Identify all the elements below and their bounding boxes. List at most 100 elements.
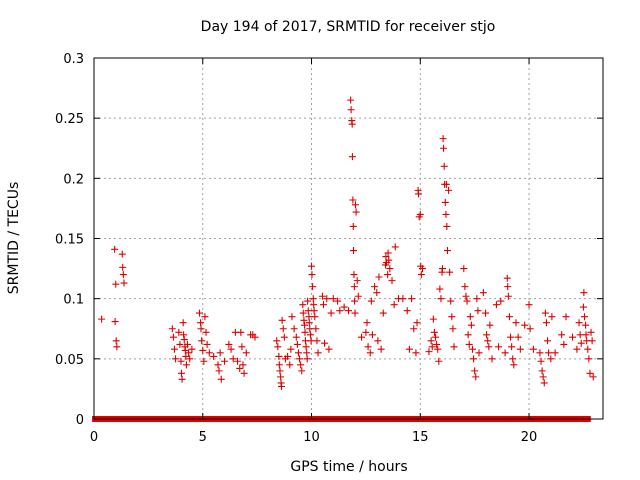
data-point: [479, 289, 487, 297]
data-point: [579, 303, 587, 311]
data-point: [292, 333, 300, 341]
data-point: [354, 292, 362, 300]
data-point: [111, 318, 119, 326]
x-axis-label: GPS time / hours: [290, 459, 407, 475]
data-point: [363, 319, 371, 327]
data-point: [296, 355, 304, 363]
data-point: [492, 301, 500, 309]
data-point: [562, 313, 570, 321]
y-tick-label: 0: [76, 413, 84, 428]
data-point: [429, 315, 437, 323]
data-point: [541, 309, 549, 317]
data-point: [505, 313, 513, 321]
data-point: [464, 331, 472, 339]
data-point: [180, 331, 188, 339]
data-point: [410, 325, 418, 333]
data-point: [310, 307, 318, 315]
data-point: [497, 297, 505, 305]
data-point: [551, 349, 559, 357]
data-point: [418, 265, 426, 273]
data-point: [581, 313, 589, 321]
data-point: [197, 325, 205, 333]
data-point: [287, 345, 295, 353]
data-point: [298, 367, 306, 375]
data-point: [465, 340, 473, 348]
data-point: [375, 273, 383, 281]
data-point: [510, 361, 518, 369]
data-point: [516, 345, 524, 353]
data-point: [472, 373, 480, 381]
data-point: [98, 315, 106, 323]
data-point: [216, 349, 224, 357]
data-point: [379, 309, 387, 317]
data-point: [201, 313, 209, 321]
data-point: [119, 263, 127, 271]
data-point: [446, 268, 454, 276]
data-point: [279, 325, 287, 333]
data-point: [293, 340, 301, 348]
x-tick-label: 15: [412, 430, 429, 445]
y-tick-label: 0.05: [55, 353, 84, 368]
data-point: [366, 349, 374, 357]
data-point: [310, 301, 318, 309]
data-point: [350, 271, 358, 279]
data-point: [461, 283, 469, 291]
data-point: [300, 316, 308, 324]
data-point: [432, 333, 440, 341]
data-point: [521, 321, 529, 329]
data-point: [323, 295, 331, 303]
data-point: [234, 357, 242, 365]
data-point: [217, 375, 225, 383]
data-point: [586, 369, 594, 377]
data-point: [325, 345, 333, 353]
data-point: [304, 297, 312, 305]
data-point: [200, 357, 208, 365]
data-point: [198, 337, 206, 345]
data-point: [462, 292, 470, 300]
data-point: [238, 343, 246, 351]
data-point: [440, 144, 448, 152]
data-point: [539, 373, 547, 381]
data-point: [467, 321, 475, 329]
grid-lines: [94, 58, 603, 419]
data-point: [373, 289, 381, 297]
data-point: [302, 343, 310, 351]
y-tick-label: 0.2: [63, 172, 84, 187]
data-point: [347, 96, 355, 104]
data-point: [434, 345, 442, 353]
data-point: [185, 349, 193, 357]
data-point: [321, 339, 329, 347]
data-point: [445, 186, 453, 194]
data-point: [447, 297, 455, 305]
data-point: [277, 373, 285, 381]
x-tick-label: 5: [199, 430, 207, 445]
data-point: [119, 271, 127, 279]
data-point: [307, 337, 315, 345]
data-point: [542, 319, 550, 327]
data-point: [427, 337, 435, 345]
data-point: [278, 383, 286, 391]
data-point: [441, 198, 449, 206]
data-point: [197, 319, 205, 327]
data-point: [299, 309, 307, 317]
data-point: [175, 328, 183, 336]
data-point: [486, 321, 494, 329]
data-point: [428, 343, 436, 351]
data-points: [98, 96, 597, 391]
data-point: [460, 265, 468, 273]
data-point: [352, 208, 360, 216]
data-point: [576, 331, 584, 339]
data-point: [229, 355, 237, 363]
data-point: [367, 297, 375, 305]
data-point: [364, 343, 372, 351]
data-point: [545, 349, 553, 357]
data-point: [358, 333, 366, 341]
data-point: [443, 247, 451, 255]
data-point: [168, 325, 176, 333]
data-point: [288, 313, 296, 321]
data-point: [514, 333, 522, 341]
data-point: [239, 361, 247, 369]
data-point: [471, 367, 479, 375]
data-point: [509, 355, 517, 363]
data-point: [399, 295, 407, 303]
